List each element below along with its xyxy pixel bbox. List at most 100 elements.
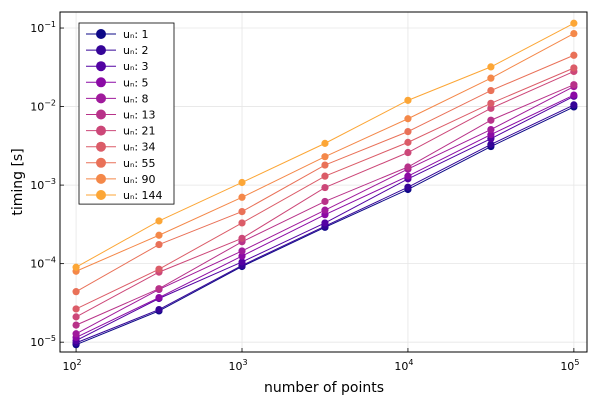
x-tick-exponent: 2 <box>77 358 82 367</box>
data-point <box>404 163 412 171</box>
x-tick-label: 104 <box>394 358 413 373</box>
series-7 <box>72 64 578 313</box>
data-point <box>570 64 578 72</box>
data-point <box>155 231 163 239</box>
y-tick-label: 10−1 <box>30 20 56 35</box>
data-point <box>404 138 412 146</box>
x-tick-exponent: 3 <box>242 358 247 367</box>
data-point <box>487 130 495 139</box>
plot-frame <box>59 11 588 353</box>
legend-label: uₙ: 13 <box>123 109 156 122</box>
legend-item: uₙ: 21 <box>86 125 156 138</box>
legend-marker <box>96 109 106 120</box>
y-tick-base: 10 <box>30 258 44 271</box>
legend-item: uₙ: 55 <box>86 157 156 170</box>
legend-marker <box>96 61 106 72</box>
x-tick-exponent: 5 <box>574 358 579 367</box>
series-layer <box>72 19 578 349</box>
y-tick-label: 10−4 <box>30 256 56 271</box>
legend-marker <box>96 77 106 88</box>
x-tick-base: 10 <box>560 360 574 373</box>
data-point <box>404 172 412 180</box>
legend-item: uₙ: 2 <box>86 44 149 57</box>
legend-label: uₙ: 8 <box>123 92 149 105</box>
y-tick-label: 10−3 <box>30 177 56 192</box>
y-tick-label: 10−2 <box>30 99 56 114</box>
data-point <box>570 19 578 27</box>
y-tick-base: 10 <box>30 179 44 192</box>
y-tick-base: 10 <box>30 336 44 349</box>
data-point <box>155 305 163 314</box>
legend-item: uₙ: 13 <box>86 109 156 122</box>
data-point <box>72 305 80 313</box>
x-tick-base: 10 <box>228 360 242 373</box>
data-point <box>238 193 246 201</box>
data-point <box>238 247 246 255</box>
x-tick-label: 102 <box>63 358 82 373</box>
data-point <box>321 172 329 180</box>
data-point <box>72 263 80 271</box>
legend-label: uₙ: 5 <box>123 76 149 89</box>
data-point <box>570 81 578 89</box>
x-tick-base: 10 <box>394 360 408 373</box>
data-point <box>404 183 412 191</box>
data-point <box>321 206 329 214</box>
legend-item: uₙ: 8 <box>86 92 149 105</box>
series-9 <box>72 29 578 275</box>
data-point <box>487 125 495 134</box>
x-tick-label: 105 <box>560 358 579 373</box>
legend-label: uₙ: 1 <box>123 28 149 41</box>
data-point <box>404 128 412 136</box>
data-point <box>487 86 495 95</box>
data-point <box>570 101 578 109</box>
y-tick-exponent: −1 <box>44 20 56 29</box>
data-point <box>238 252 246 260</box>
legend-label: uₙ: 2 <box>123 44 149 57</box>
data-point <box>72 288 80 296</box>
data-point <box>570 91 578 99</box>
data-point <box>404 115 412 123</box>
data-point <box>487 104 495 112</box>
series-10 <box>72 19 578 271</box>
legend-item: uₙ: 144 <box>86 189 163 202</box>
data-point <box>487 74 495 82</box>
data-point <box>72 313 80 321</box>
data-point <box>72 330 80 338</box>
y-axis-label: timing [s] <box>10 148 26 215</box>
legend-item: uₙ: 3 <box>86 60 149 73</box>
legend-marker <box>96 141 106 152</box>
data-point <box>238 234 246 242</box>
legend-item: uₙ: 34 <box>86 141 156 154</box>
y-tick-label: 10−5 <box>30 334 56 349</box>
data-point <box>238 258 246 266</box>
data-point <box>238 178 246 187</box>
data-point <box>487 99 495 107</box>
y-tick-base: 10 <box>30 101 44 114</box>
legend-marker <box>96 29 106 39</box>
legend-item: uₙ: 90 <box>86 173 156 186</box>
legend-marker <box>96 45 106 56</box>
legend-marker <box>96 125 106 136</box>
y-tick-base: 10 <box>30 22 44 35</box>
data-point <box>570 29 578 38</box>
data-point <box>321 219 329 227</box>
data-point <box>321 197 329 206</box>
y-tick-exponent: −5 <box>44 334 56 343</box>
data-point <box>487 140 495 148</box>
legend-marker <box>96 173 106 184</box>
legend-item: uₙ: 5 <box>86 76 149 89</box>
legend-label: uₙ: 21 <box>123 125 156 138</box>
data-point <box>570 51 578 59</box>
legend-marker <box>96 157 106 168</box>
y-tick-exponent: −4 <box>44 256 56 265</box>
data-point <box>321 153 329 161</box>
x-tick-label: 103 <box>228 358 247 373</box>
series-8 <box>72 51 578 296</box>
legend-label: uₙ: 144 <box>123 189 163 202</box>
data-point <box>487 63 495 71</box>
data-point <box>72 321 80 329</box>
legend-marker <box>96 190 106 200</box>
legend-label: uₙ: 90 <box>123 173 156 186</box>
legend-label: uₙ: 55 <box>123 157 156 170</box>
